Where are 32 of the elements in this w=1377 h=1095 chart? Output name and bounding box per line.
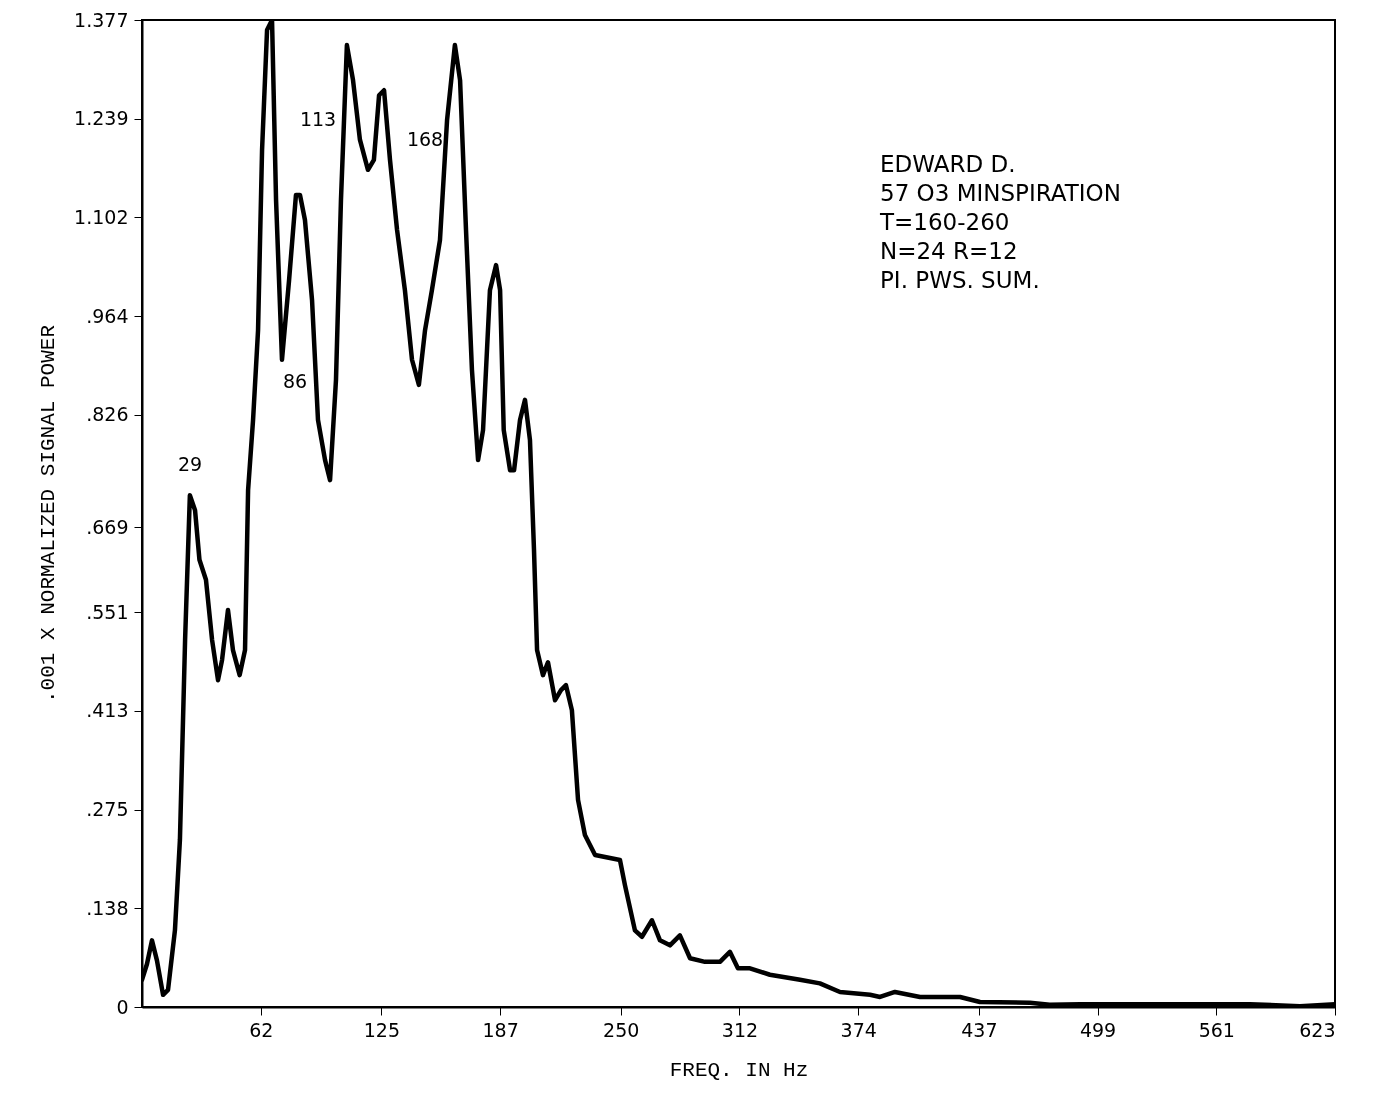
annotation: EDWARD D. — [880, 151, 1016, 177]
x-tick-label: 374 — [840, 1018, 877, 1041]
x-tick-label: 623 — [1299, 1018, 1336, 1041]
annotation: PI. PWS. SUM. — [880, 267, 1040, 293]
annotation: 57 O3 MINSPIRATION — [880, 180, 1121, 206]
x-tick-label: 437 — [961, 1018, 998, 1041]
x-tick-label: 561 — [1198, 1018, 1235, 1041]
y-axis-title: .001 X NORMALIZED SIGNAL POWER — [37, 324, 61, 704]
x-tick-label: 187 — [482, 1018, 519, 1041]
y-tick-label: .669 — [86, 515, 129, 538]
annotation: N=24 R=12 — [880, 238, 1018, 264]
x-tick-label: 125 — [363, 1018, 400, 1041]
x-tick-label: 312 — [721, 1018, 759, 1041]
y-tick-label: .964 — [86, 304, 129, 327]
x-tick-label: 250 — [603, 1018, 640, 1041]
y-tick-label: .138 — [86, 896, 129, 919]
y-tick-label: .275 — [86, 798, 129, 821]
y-tick-label: 1.377 — [74, 8, 129, 31]
y-tick-label: 0 — [116, 995, 129, 1018]
annotation: 86 — [282, 370, 308, 392]
y-tick-label: 1.102 — [74, 205, 129, 228]
y-tick-label: .413 — [86, 699, 129, 722]
annotation: T=160-260 — [879, 209, 1010, 235]
y-tick-label: 1.239 — [74, 107, 129, 130]
y-tick-label: .551 — [86, 600, 129, 623]
x-tick-label: 499 — [1079, 1018, 1117, 1041]
annotation: 168 — [406, 128, 444, 150]
y-tick-label: .826 — [86, 403, 129, 426]
x-axis-title: FREQ. IN Hz — [669, 1058, 809, 1082]
annotation: 113 — [299, 108, 337, 130]
x-tick-label: 62 — [249, 1018, 274, 1041]
annotation: 29 — [177, 453, 203, 475]
